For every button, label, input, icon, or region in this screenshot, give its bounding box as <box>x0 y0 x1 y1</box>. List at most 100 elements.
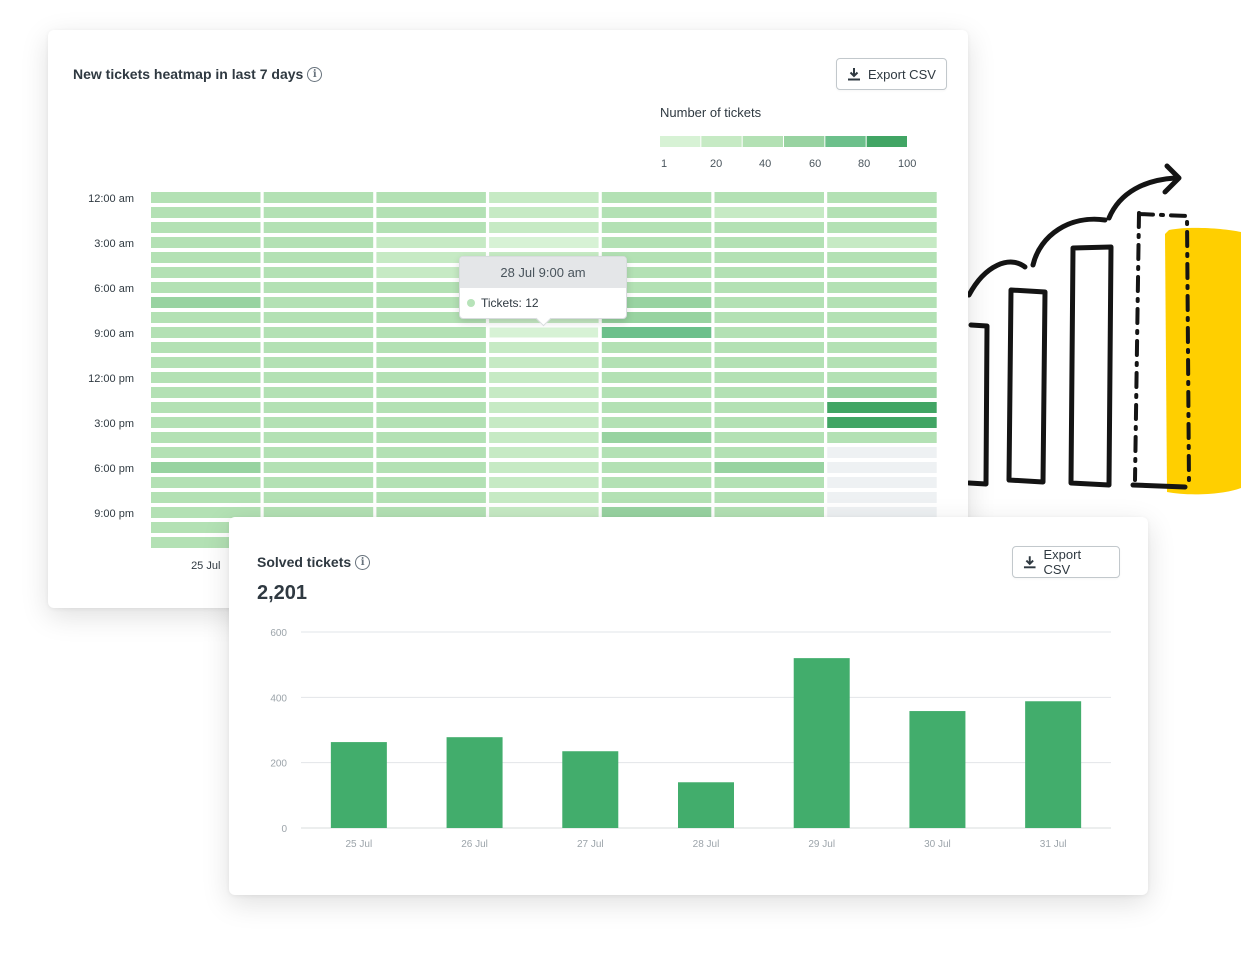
heatmap-cell[interactable] <box>489 357 599 368</box>
heatmap-cell[interactable] <box>263 447 374 458</box>
bar[interactable] <box>330 742 387 828</box>
heatmap-cell[interactable] <box>827 342 937 353</box>
bar[interactable] <box>1025 701 1082 828</box>
heatmap-cell[interactable] <box>376 267 486 278</box>
heatmap-cell[interactable] <box>714 342 825 353</box>
heatmap-cell[interactable] <box>489 417 599 428</box>
heatmap-cell[interactable] <box>376 372 486 383</box>
heatmap-cell[interactable] <box>827 387 937 398</box>
heatmap-cell[interactable] <box>489 327 599 338</box>
heatmap-cell[interactable] <box>827 507 937 518</box>
heatmap-cell[interactable] <box>376 432 486 443</box>
heatmap-cell[interactable] <box>151 282 261 293</box>
heatmap-cell[interactable] <box>714 222 825 233</box>
heatmap-cell[interactable] <box>714 282 825 293</box>
heatmap-cell[interactable] <box>601 462 712 473</box>
heatmap-cell[interactable] <box>151 222 261 233</box>
heatmap-cell[interactable] <box>601 327 712 338</box>
heatmap-cell[interactable] <box>601 282 712 293</box>
heatmap-cell[interactable] <box>489 192 599 203</box>
heatmap-cell[interactable] <box>601 432 712 443</box>
heatmap-cell[interactable] <box>714 207 825 218</box>
heatmap-cell[interactable] <box>376 237 486 248</box>
heatmap-cell[interactable] <box>714 372 825 383</box>
heatmap-cell[interactable] <box>376 192 486 203</box>
heatmap-cell[interactable] <box>376 462 486 473</box>
solved-export-csv-button[interactable]: Export CSV <box>1012 546 1120 578</box>
bar[interactable] <box>678 782 734 828</box>
heatmap-cell[interactable] <box>601 192 712 203</box>
heatmap-cell[interactable] <box>263 312 374 323</box>
heatmap-cell[interactable] <box>601 492 712 503</box>
heatmap-cell[interactable] <box>151 462 261 473</box>
heatmap-cell[interactable] <box>376 402 486 413</box>
heatmap-cell[interactable] <box>714 267 825 278</box>
heatmap-cell[interactable] <box>827 372 937 383</box>
heatmap-cell[interactable] <box>714 402 825 413</box>
heatmap-cell[interactable] <box>376 492 486 503</box>
heatmap-cell[interactable] <box>489 462 599 473</box>
heatmap-export-csv-button[interactable]: Export CSV <box>836 58 947 90</box>
heatmap-cell[interactable] <box>827 252 937 263</box>
heatmap-cell[interactable] <box>601 357 712 368</box>
heatmap-cell[interactable] <box>827 447 937 458</box>
heatmap-cell[interactable] <box>376 477 486 488</box>
heatmap-cell[interactable] <box>263 507 374 518</box>
heatmap-cell[interactable] <box>151 477 261 488</box>
heatmap-cell[interactable] <box>489 492 599 503</box>
heatmap-cell[interactable] <box>827 297 937 308</box>
heatmap-cell[interactable] <box>489 222 599 233</box>
heatmap-cell[interactable] <box>601 342 712 353</box>
heatmap-cell[interactable] <box>827 192 937 203</box>
heatmap-cell[interactable] <box>827 477 937 488</box>
heatmap-cell[interactable] <box>151 237 261 248</box>
heatmap-cell[interactable] <box>151 402 261 413</box>
heatmap-cell[interactable] <box>714 192 825 203</box>
heatmap-cell[interactable] <box>263 222 374 233</box>
heatmap-cell[interactable] <box>601 237 712 248</box>
heatmap-cell[interactable] <box>601 372 712 383</box>
heatmap-cell[interactable] <box>263 267 374 278</box>
heatmap-cell[interactable] <box>376 387 486 398</box>
heatmap-cell[interactable] <box>151 492 261 503</box>
heatmap-cell[interactable] <box>376 447 486 458</box>
heatmap-cell[interactable] <box>827 312 937 323</box>
heatmap-cell[interactable] <box>376 282 486 293</box>
bar[interactable] <box>562 751 619 828</box>
heatmap-cell[interactable] <box>601 222 712 233</box>
heatmap-cell[interactable] <box>489 372 599 383</box>
heatmap-cell[interactable] <box>263 297 374 308</box>
heatmap-cell[interactable] <box>263 237 374 248</box>
heatmap-cell[interactable] <box>601 417 712 428</box>
heatmap-cell[interactable] <box>376 327 486 338</box>
heatmap-cell[interactable] <box>601 387 712 398</box>
heatmap-cell[interactable] <box>489 387 599 398</box>
heatmap-cell[interactable] <box>263 387 374 398</box>
heatmap-cell[interactable] <box>714 462 825 473</box>
heatmap-cell[interactable] <box>714 477 825 488</box>
heatmap-cell[interactable] <box>827 327 937 338</box>
heatmap-cell[interactable] <box>151 327 261 338</box>
heatmap-cell[interactable] <box>714 237 825 248</box>
heatmap-cell[interactable] <box>376 342 486 353</box>
heatmap-cell[interactable] <box>714 492 825 503</box>
heatmap-cell[interactable] <box>827 357 937 368</box>
heatmap-cell[interactable] <box>151 252 261 263</box>
heatmap-cell[interactable] <box>376 297 486 308</box>
info-icon[interactable]: i <box>355 554 371 570</box>
heatmap-cell[interactable] <box>376 207 486 218</box>
heatmap-cell[interactable] <box>714 297 825 308</box>
heatmap-cell[interactable] <box>601 402 712 413</box>
heatmap-cell[interactable] <box>827 417 937 428</box>
heatmap-cell[interactable] <box>827 432 937 443</box>
bar[interactable] <box>793 658 850 828</box>
heatmap-cell[interactable] <box>263 372 374 383</box>
heatmap-cell[interactable] <box>714 327 825 338</box>
heatmap-cell[interactable] <box>489 237 599 248</box>
heatmap-cell[interactable] <box>263 357 374 368</box>
heatmap-cell[interactable] <box>714 447 825 458</box>
heatmap-cell[interactable] <box>714 252 825 263</box>
heatmap-cell[interactable] <box>263 417 374 428</box>
heatmap-cell[interactable] <box>489 342 599 353</box>
heatmap-cell[interactable] <box>376 357 486 368</box>
